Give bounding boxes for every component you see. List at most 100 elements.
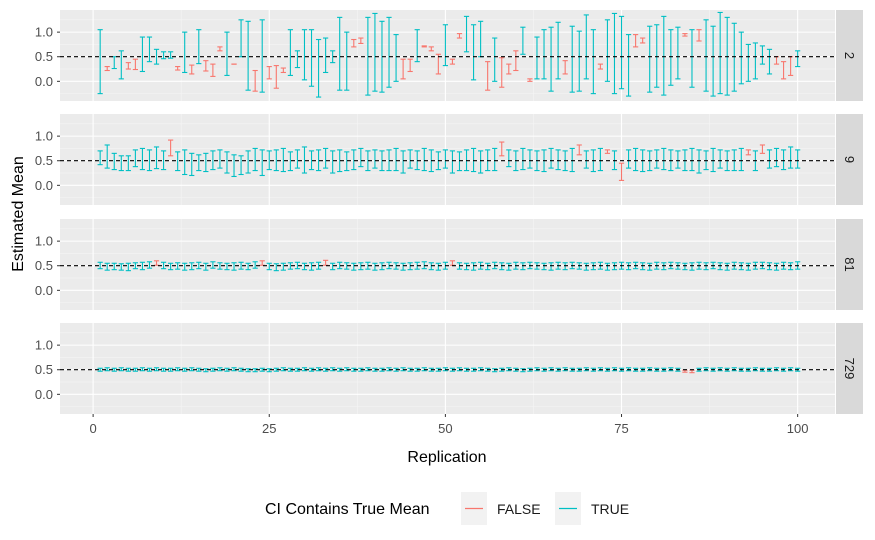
error-bar <box>463 262 470 271</box>
error-bar <box>597 147 603 172</box>
error-bar <box>372 12 378 92</box>
error-bar <box>506 262 512 271</box>
error-bar <box>633 147 639 172</box>
error-bar <box>224 151 230 174</box>
error-bar <box>576 30 582 92</box>
error-bar <box>315 367 322 372</box>
error-bar <box>203 60 209 72</box>
error-bar <box>590 29 596 95</box>
y-tick-label: 0.0 <box>35 178 53 193</box>
error-bar <box>337 16 343 91</box>
error-bar <box>273 367 279 372</box>
error-bar <box>287 262 293 270</box>
error-bar <box>153 146 160 170</box>
error-bar <box>189 152 195 177</box>
x-tick-label: 25 <box>262 421 276 436</box>
chart-panels: 0.0 0.5 1.0 2 0.0 0.5 1.0 9 0.0 0.5 1.0 81 0.0 0.5 1.0… <box>35 10 863 414</box>
error-bar <box>675 26 681 80</box>
error-bar <box>160 367 167 372</box>
error-bar <box>132 262 138 270</box>
error-bar <box>745 262 751 271</box>
error-bar <box>132 367 138 372</box>
error-bar <box>717 149 723 169</box>
error-bar <box>358 367 364 372</box>
y-tick-label: 0.0 <box>35 74 53 89</box>
error-bar <box>315 149 322 172</box>
error-bar <box>393 147 399 172</box>
error-bar <box>647 25 653 93</box>
error-bar <box>400 150 406 174</box>
error-bar <box>160 261 167 270</box>
error-bar <box>203 262 209 271</box>
error-bar <box>146 149 153 172</box>
error-bar <box>788 146 794 169</box>
error-bar <box>182 149 188 176</box>
error-bar <box>182 367 188 372</box>
error-bar <box>146 261 153 269</box>
error-bar <box>710 147 716 173</box>
error-bar <box>168 262 174 271</box>
error-bar <box>125 367 131 372</box>
legend-items: FALSE TRUE <box>461 492 629 525</box>
error-bar <box>175 151 181 172</box>
error-bar <box>358 147 364 168</box>
error-bar <box>795 50 801 68</box>
error-bar <box>555 21 561 80</box>
error-bar <box>168 367 174 372</box>
error-bar <box>301 146 308 174</box>
facet-strip <box>836 10 863 101</box>
error-bar <box>506 63 512 75</box>
x-axis: 0 25 50 75 100 <box>89 414 809 436</box>
error-bar <box>583 150 589 169</box>
error-bar <box>175 262 181 270</box>
error-bar <box>358 37 364 44</box>
error-bar <box>358 262 364 271</box>
y-tick-label: 0.5 <box>35 49 53 64</box>
error-bar <box>583 14 589 80</box>
error-bar <box>203 368 209 373</box>
error-bar <box>273 263 279 272</box>
error-bar <box>372 262 378 271</box>
error-bar <box>696 29 702 42</box>
error-bar <box>752 42 758 80</box>
error-bar <box>745 149 751 156</box>
y-tick-label: 0.5 <box>35 258 53 273</box>
error-bar <box>344 151 350 172</box>
facet-strip-label: 2 <box>842 52 857 59</box>
error-bar <box>301 367 308 372</box>
y-tick-label: 0.0 <box>35 283 53 298</box>
facet-strip <box>836 219 863 310</box>
y-tick-label: 0.5 <box>35 153 53 168</box>
error-bar <box>478 150 484 174</box>
error-bar <box>294 367 301 372</box>
error-bar <box>407 149 413 169</box>
error-bar <box>153 367 160 372</box>
error-bar <box>168 51 174 59</box>
error-bar <box>555 149 561 171</box>
legend-label: FALSE <box>497 501 541 517</box>
error-bar <box>132 58 138 71</box>
error-bar <box>647 262 653 271</box>
error-bar <box>330 150 336 174</box>
legend-item-false: FALSE <box>461 492 541 525</box>
error-bar <box>351 262 357 271</box>
error-bar <box>111 152 117 171</box>
error-bar <box>470 24 477 81</box>
error-bar <box>217 46 223 52</box>
error-bar <box>661 147 667 171</box>
error-bar <box>146 36 153 63</box>
error-bar <box>189 262 195 271</box>
error-bar <box>238 367 244 372</box>
error-bar <box>217 367 223 372</box>
error-bar <box>259 149 265 177</box>
error-bar <box>625 149 632 169</box>
error-bar <box>499 57 505 88</box>
error-bar <box>548 262 554 271</box>
error-bar <box>323 147 329 169</box>
error-bar <box>160 150 167 171</box>
x-axis-title: Replication <box>407 449 486 466</box>
error-bar <box>449 58 456 65</box>
error-bar <box>97 150 103 166</box>
error-bar <box>210 367 216 372</box>
y-axis-title: Estimated Mean <box>10 156 27 272</box>
